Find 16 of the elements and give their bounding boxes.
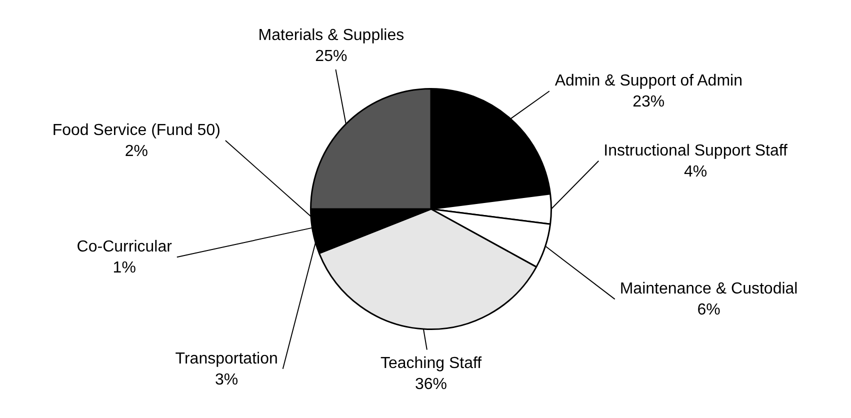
data-label: 23% — [632, 94, 665, 111]
slice-label: Instructional Support Staff — [604, 142, 788, 160]
slice-label: Teaching Staff — [380, 355, 482, 372]
data-label: 3% — [215, 371, 238, 388]
slice-label: Co-Curricular — [76, 238, 173, 256]
slice-label: Food Service (Fund 50) — [52, 122, 220, 139]
slice-label: Admin & Support of Admin — [554, 72, 742, 90]
data-label: 36% — [414, 376, 448, 394]
data-label: 4% — [684, 163, 708, 180]
data-label: 1% — [112, 260, 136, 277]
data-label: 2% — [124, 142, 148, 160]
data-label: 25% — [315, 48, 348, 65]
slice-label: Transportation — [175, 350, 278, 368]
data-label: 6% — [697, 302, 720, 319]
slice-label: Maintenance & Custodial — [620, 280, 798, 298]
slice-label: Materials & Supplies — [258, 26, 404, 44]
